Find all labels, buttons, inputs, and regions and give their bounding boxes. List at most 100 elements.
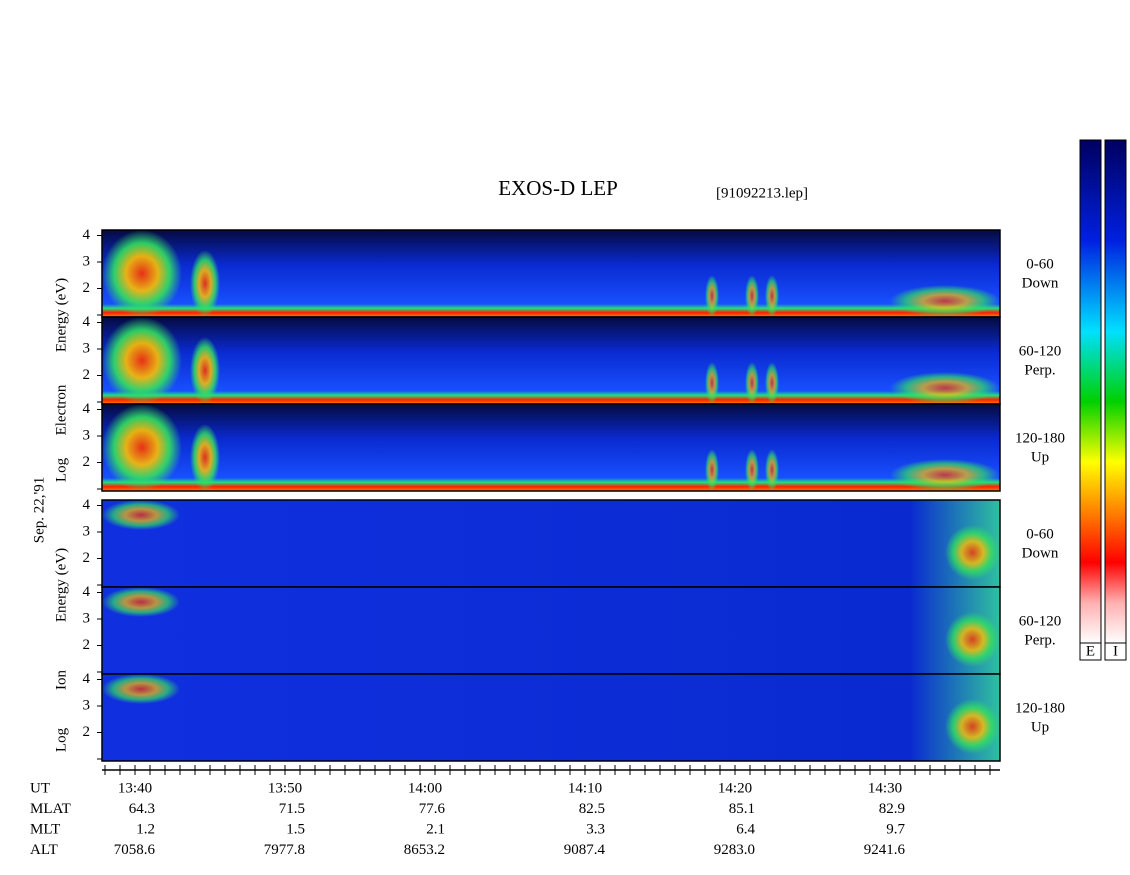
spectrogram-feature xyxy=(190,337,220,404)
row-name: UT xyxy=(30,780,50,796)
date: Sep. 22,'91 xyxy=(31,477,47,543)
y-tick-label: 2 xyxy=(83,454,91,470)
row-value: 64.3 xyxy=(129,801,155,817)
spectrogram-feature xyxy=(890,459,1000,491)
y-tick-label: 2 xyxy=(83,367,91,383)
spectrogram-feature xyxy=(945,525,1000,580)
row-name: MLT xyxy=(30,821,60,837)
angle-label: 60-120 xyxy=(1019,343,1062,359)
spectrogram xyxy=(102,500,1000,587)
color-bar-label-box xyxy=(1079,642,1102,661)
spectrogram-feature xyxy=(190,250,220,317)
spectrogram-feature xyxy=(102,404,182,491)
row-value: 9283.0 xyxy=(714,842,755,858)
row-name: MLAT xyxy=(30,801,71,817)
angle-label: 120-180 xyxy=(1015,700,1065,716)
spectrogram xyxy=(102,674,1000,761)
spectrogram-feature xyxy=(102,587,180,617)
row-value: 3.3 xyxy=(586,821,605,837)
spectrogram-feature xyxy=(102,317,182,404)
row-value: 7977.8 xyxy=(264,842,305,858)
spectrogram-feature xyxy=(745,449,759,491)
row-value: 14:10 xyxy=(568,780,602,796)
axis-label: Ion xyxy=(53,670,69,690)
direction-label: Down xyxy=(1022,545,1059,561)
row-value: 8653.2 xyxy=(404,842,445,858)
color-bar-label: I xyxy=(1113,643,1118,659)
row-name: ALT xyxy=(30,842,58,858)
color-bar xyxy=(1079,139,1102,644)
spectrogram-feature xyxy=(705,449,719,491)
row-value: 13:50 xyxy=(268,780,302,796)
row-value: 71.5 xyxy=(279,801,305,817)
row-value: 1.5 xyxy=(286,821,305,837)
row-value: 82.9 xyxy=(879,801,905,817)
y-tick-label: 3 xyxy=(83,610,91,626)
spectrogram-feature xyxy=(765,449,779,491)
row-value: 14:30 xyxy=(868,780,902,796)
row-value: 85.1 xyxy=(729,801,755,817)
spectrogram-feature xyxy=(705,275,719,317)
axis-label: Log xyxy=(53,457,69,482)
spectrogram-feature xyxy=(890,285,1000,317)
y-tick-label: 2 xyxy=(83,724,91,740)
y-tick-label: 4 xyxy=(83,671,91,687)
row-value: 14:20 xyxy=(718,780,752,796)
spectrogram-feature xyxy=(102,230,182,317)
direction-label: Up xyxy=(1031,449,1049,465)
row-value: 9087.4 xyxy=(564,842,606,858)
axis-label: Energy (eV) xyxy=(53,278,69,352)
spectrogram xyxy=(102,404,1000,491)
panel-frame xyxy=(101,673,1001,762)
title: EXOS-D LEP xyxy=(498,176,618,200)
y-tick-label: 2 xyxy=(83,550,91,566)
angle-label: 120-180 xyxy=(1015,430,1065,446)
direction-label: Down xyxy=(1022,275,1059,291)
color-bar-label-box xyxy=(1104,642,1127,661)
row-value: 7058.6 xyxy=(114,842,156,858)
y-tick-label: 4 xyxy=(83,584,91,600)
y-tick-label: 3 xyxy=(83,253,91,269)
spectrogram xyxy=(102,587,1000,674)
y-tick-label: 4 xyxy=(83,497,91,513)
spectrogram-feature xyxy=(102,500,180,530)
y-tick-label: 4 xyxy=(83,314,91,330)
direction-label: Up xyxy=(1031,719,1049,735)
y-tick-label: 3 xyxy=(83,427,91,443)
file-name: [91092213.lep] xyxy=(716,185,808,201)
y-tick-label: 2 xyxy=(83,637,91,653)
spectrogram-feature xyxy=(190,424,220,491)
color-bar xyxy=(1104,139,1127,644)
angle-label: 0-60 xyxy=(1026,526,1054,542)
angle-label: 0-60 xyxy=(1026,256,1054,272)
row-value: 77.6 xyxy=(419,801,446,817)
spectrogram-feature xyxy=(705,362,719,404)
y-tick-label: 3 xyxy=(83,523,91,539)
direction-label: Perp. xyxy=(1024,362,1055,378)
spectrogram-feature xyxy=(945,699,1000,754)
axis-label: Energy (eV) xyxy=(53,548,69,622)
angle-label: 60-120 xyxy=(1019,613,1062,629)
row-value: 9.7 xyxy=(886,821,905,837)
row-value: 1.2 xyxy=(136,821,155,837)
row-value: 14:00 xyxy=(408,780,442,796)
spectrogram-feature xyxy=(745,362,759,404)
spectrogram-feature xyxy=(890,372,1000,404)
y-tick-label: 2 xyxy=(83,280,91,296)
row-value: 6.4 xyxy=(736,821,755,837)
spectrogram-feature xyxy=(102,674,180,704)
y-tick-label: 4 xyxy=(83,227,91,243)
spectrogram xyxy=(102,230,1000,317)
y-tick-label: 4 xyxy=(83,401,91,417)
row-value: 9241.6 xyxy=(864,842,906,858)
panel-frame xyxy=(101,403,1001,492)
row-value: 2.1 xyxy=(426,821,445,837)
direction-label: Perp. xyxy=(1024,632,1055,648)
row-value: 82.5 xyxy=(579,801,605,817)
spectrogram-feature xyxy=(945,612,1000,667)
y-tick-label: 3 xyxy=(83,340,91,356)
color-bar-label: E xyxy=(1086,643,1095,659)
y-tick-label: 3 xyxy=(83,697,91,713)
spectrogram-feature xyxy=(765,362,779,404)
